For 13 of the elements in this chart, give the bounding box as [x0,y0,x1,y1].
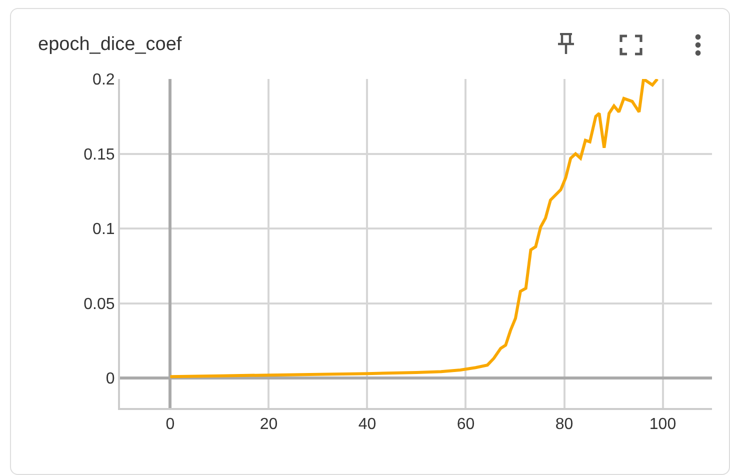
y-tick-label: 0.2 [92,72,115,89]
x-tick-label: 80 [555,416,574,434]
y-tick-label: 0.15 [84,146,115,164]
y-tick-label: 0.05 [84,296,115,313]
y-tick-label: 0.1 [92,221,115,238]
chart-title: epoch_dice_coef [38,34,182,56]
x-tick-label: 20 [260,416,278,434]
x-tick-label: 60 [456,416,475,434]
y-tick-label: 0 [106,370,115,388]
x-tick-label: 100 [649,416,676,434]
x-tick-label: 0 [166,416,175,434]
line-series [168,79,659,378]
x-tick-label: 40 [358,416,376,434]
